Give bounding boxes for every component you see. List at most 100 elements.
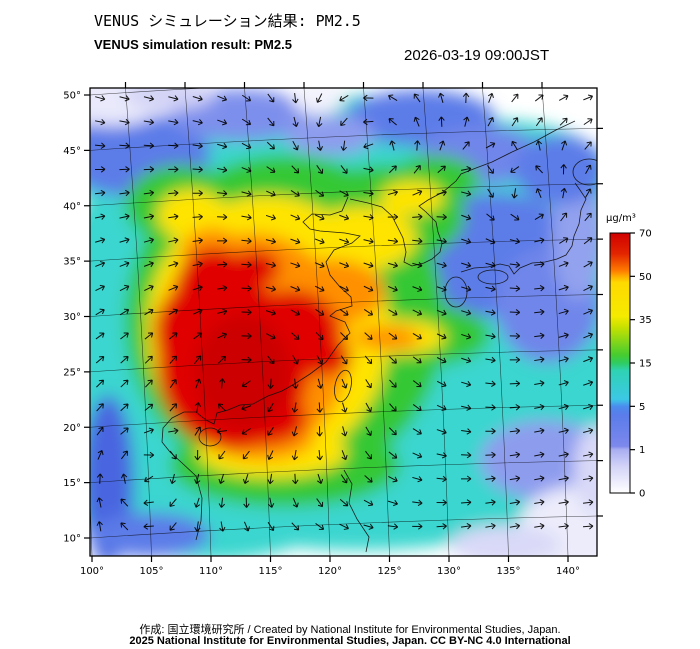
wind-vector-arrow <box>169 473 176 485</box>
wind-vector-arrow <box>193 332 203 340</box>
wind-vector-arrow <box>509 404 521 411</box>
latitude-gridline <box>90 349 597 373</box>
wind-vector-arrow <box>292 473 299 485</box>
wind-vector-arrow <box>290 262 301 269</box>
colorbar-tick-label: 15 <box>639 359 652 370</box>
wind-vector-arrow <box>535 165 544 174</box>
wind-vector-arrow <box>340 140 347 151</box>
credit-text: 作成: 国立環境研究所 / Created by National Instit… <box>139 624 561 636</box>
wind-vector-arrow <box>217 332 228 339</box>
wind-vector-arrow <box>316 355 324 365</box>
wind-vector-arrow <box>168 142 179 149</box>
wind-vector-arrow <box>144 475 154 483</box>
wind-vector-arrow <box>120 522 129 531</box>
latitude-gridline <box>90 294 597 317</box>
wind-vector-arrow <box>168 284 179 291</box>
wind-vector-arrow <box>168 427 179 435</box>
wind-vector-arrow <box>267 473 274 485</box>
wind-vector-arrow <box>341 402 348 413</box>
lon-tick-label: 115° <box>258 566 282 577</box>
wind-vector-arrow <box>267 355 275 365</box>
wind-vector-arrow <box>583 356 594 363</box>
wind-vector-arrow <box>339 238 350 245</box>
wind-vector-arrow <box>534 451 545 458</box>
wind-vector-arrow <box>583 308 594 315</box>
wind-vector-arrow <box>267 426 275 436</box>
wind-vector-arrow <box>388 94 398 101</box>
longitude-gridline <box>422 88 450 556</box>
wind-vector-arrow <box>315 332 324 341</box>
longitude-gridline <box>184 88 212 556</box>
colorbar-ticks: 70 50 35 15 5 1 0 <box>630 229 652 500</box>
wind-vector-arrow <box>485 356 496 364</box>
wind-vector-arrow <box>460 428 472 435</box>
wind-vector-arrow <box>194 473 201 485</box>
wind-vector-arrow <box>143 523 154 530</box>
wind-vector-arrow <box>339 94 349 102</box>
field-blob <box>380 181 444 215</box>
wind-vector-arrow <box>265 261 277 269</box>
wind-vector-arrow <box>341 426 348 437</box>
field-blob <box>515 135 597 205</box>
wind-vector-arrow <box>509 427 521 435</box>
field-blob <box>90 513 210 556</box>
wind-vector-arrow <box>389 140 396 151</box>
wind-vector-arrow <box>365 379 372 389</box>
wind-vector-arrow <box>558 499 569 506</box>
latitude-gridline <box>90 183 597 207</box>
wind-vector-arrow <box>292 92 299 104</box>
wind-vector-arrow <box>94 189 106 197</box>
wind-vector-arrow <box>461 285 472 292</box>
wind-vector-arrow <box>169 355 178 364</box>
wind-vector-arrow <box>437 165 446 174</box>
wind-vector-arrow <box>143 166 155 173</box>
wind-vector-arrow <box>583 237 593 245</box>
field-blob <box>450 525 560 556</box>
wind-vector-arrow <box>485 522 496 530</box>
wind-vector-arrow <box>316 116 323 128</box>
pm25-concentration-field <box>90 88 597 556</box>
wind-vector-arrow <box>291 332 300 340</box>
colorbar-tick-label: 0 <box>639 489 645 500</box>
wind-vector-arrow <box>412 380 422 388</box>
latitude-gridline <box>90 460 597 483</box>
wind-vector-arrow <box>120 427 129 435</box>
wind-vector-arrow <box>95 237 106 244</box>
wind-vector-arrow <box>315 189 325 197</box>
wind-vector-arrow <box>314 238 325 245</box>
wind-vector-arrow <box>316 498 324 508</box>
wind-vector-arrow <box>96 403 104 412</box>
wind-vector-arrow <box>192 237 203 244</box>
wind-vector-arrow <box>241 380 251 388</box>
wind-vector-arrow <box>119 284 130 292</box>
wind-vector-arrow <box>119 142 130 149</box>
lat-lon-graticule <box>90 88 597 556</box>
wind-vector-arrow <box>314 214 325 221</box>
wind-vector-arrow <box>388 285 398 292</box>
wind-vector-arrow <box>511 93 519 103</box>
wind-vector-arrow <box>558 284 569 292</box>
wind-vector-arrow <box>460 523 472 530</box>
wind-vector-arrow <box>290 309 301 316</box>
wind-vector-arrow <box>485 451 496 459</box>
lat-tick-label: 45° <box>63 146 81 157</box>
wind-vector-arrow <box>509 499 521 506</box>
wind-vector-arrow <box>363 118 374 126</box>
wind-vector-arrow <box>485 380 496 387</box>
wind-vector-arrow <box>436 523 447 530</box>
simulation-timestamp: 2026-03-19 09:00JST <box>404 47 550 64</box>
wind-vector-arrow <box>387 523 399 530</box>
wind-vector-arrow <box>583 284 593 292</box>
wind-vector-arrow <box>339 498 349 507</box>
lon-tick-label: 125° <box>377 566 401 577</box>
wind-vector-arrow <box>267 378 274 389</box>
wind-vector-arrow <box>583 332 594 339</box>
wind-vector-arrow <box>485 285 496 292</box>
wind-vector-arrow <box>462 141 470 150</box>
wind-vector-arrow <box>436 237 447 245</box>
wind-vector-arrow <box>266 190 276 197</box>
wind-vector-arrow <box>412 332 422 340</box>
wind-vector-arrow <box>291 449 299 461</box>
wind-vector-arrow <box>461 238 472 245</box>
